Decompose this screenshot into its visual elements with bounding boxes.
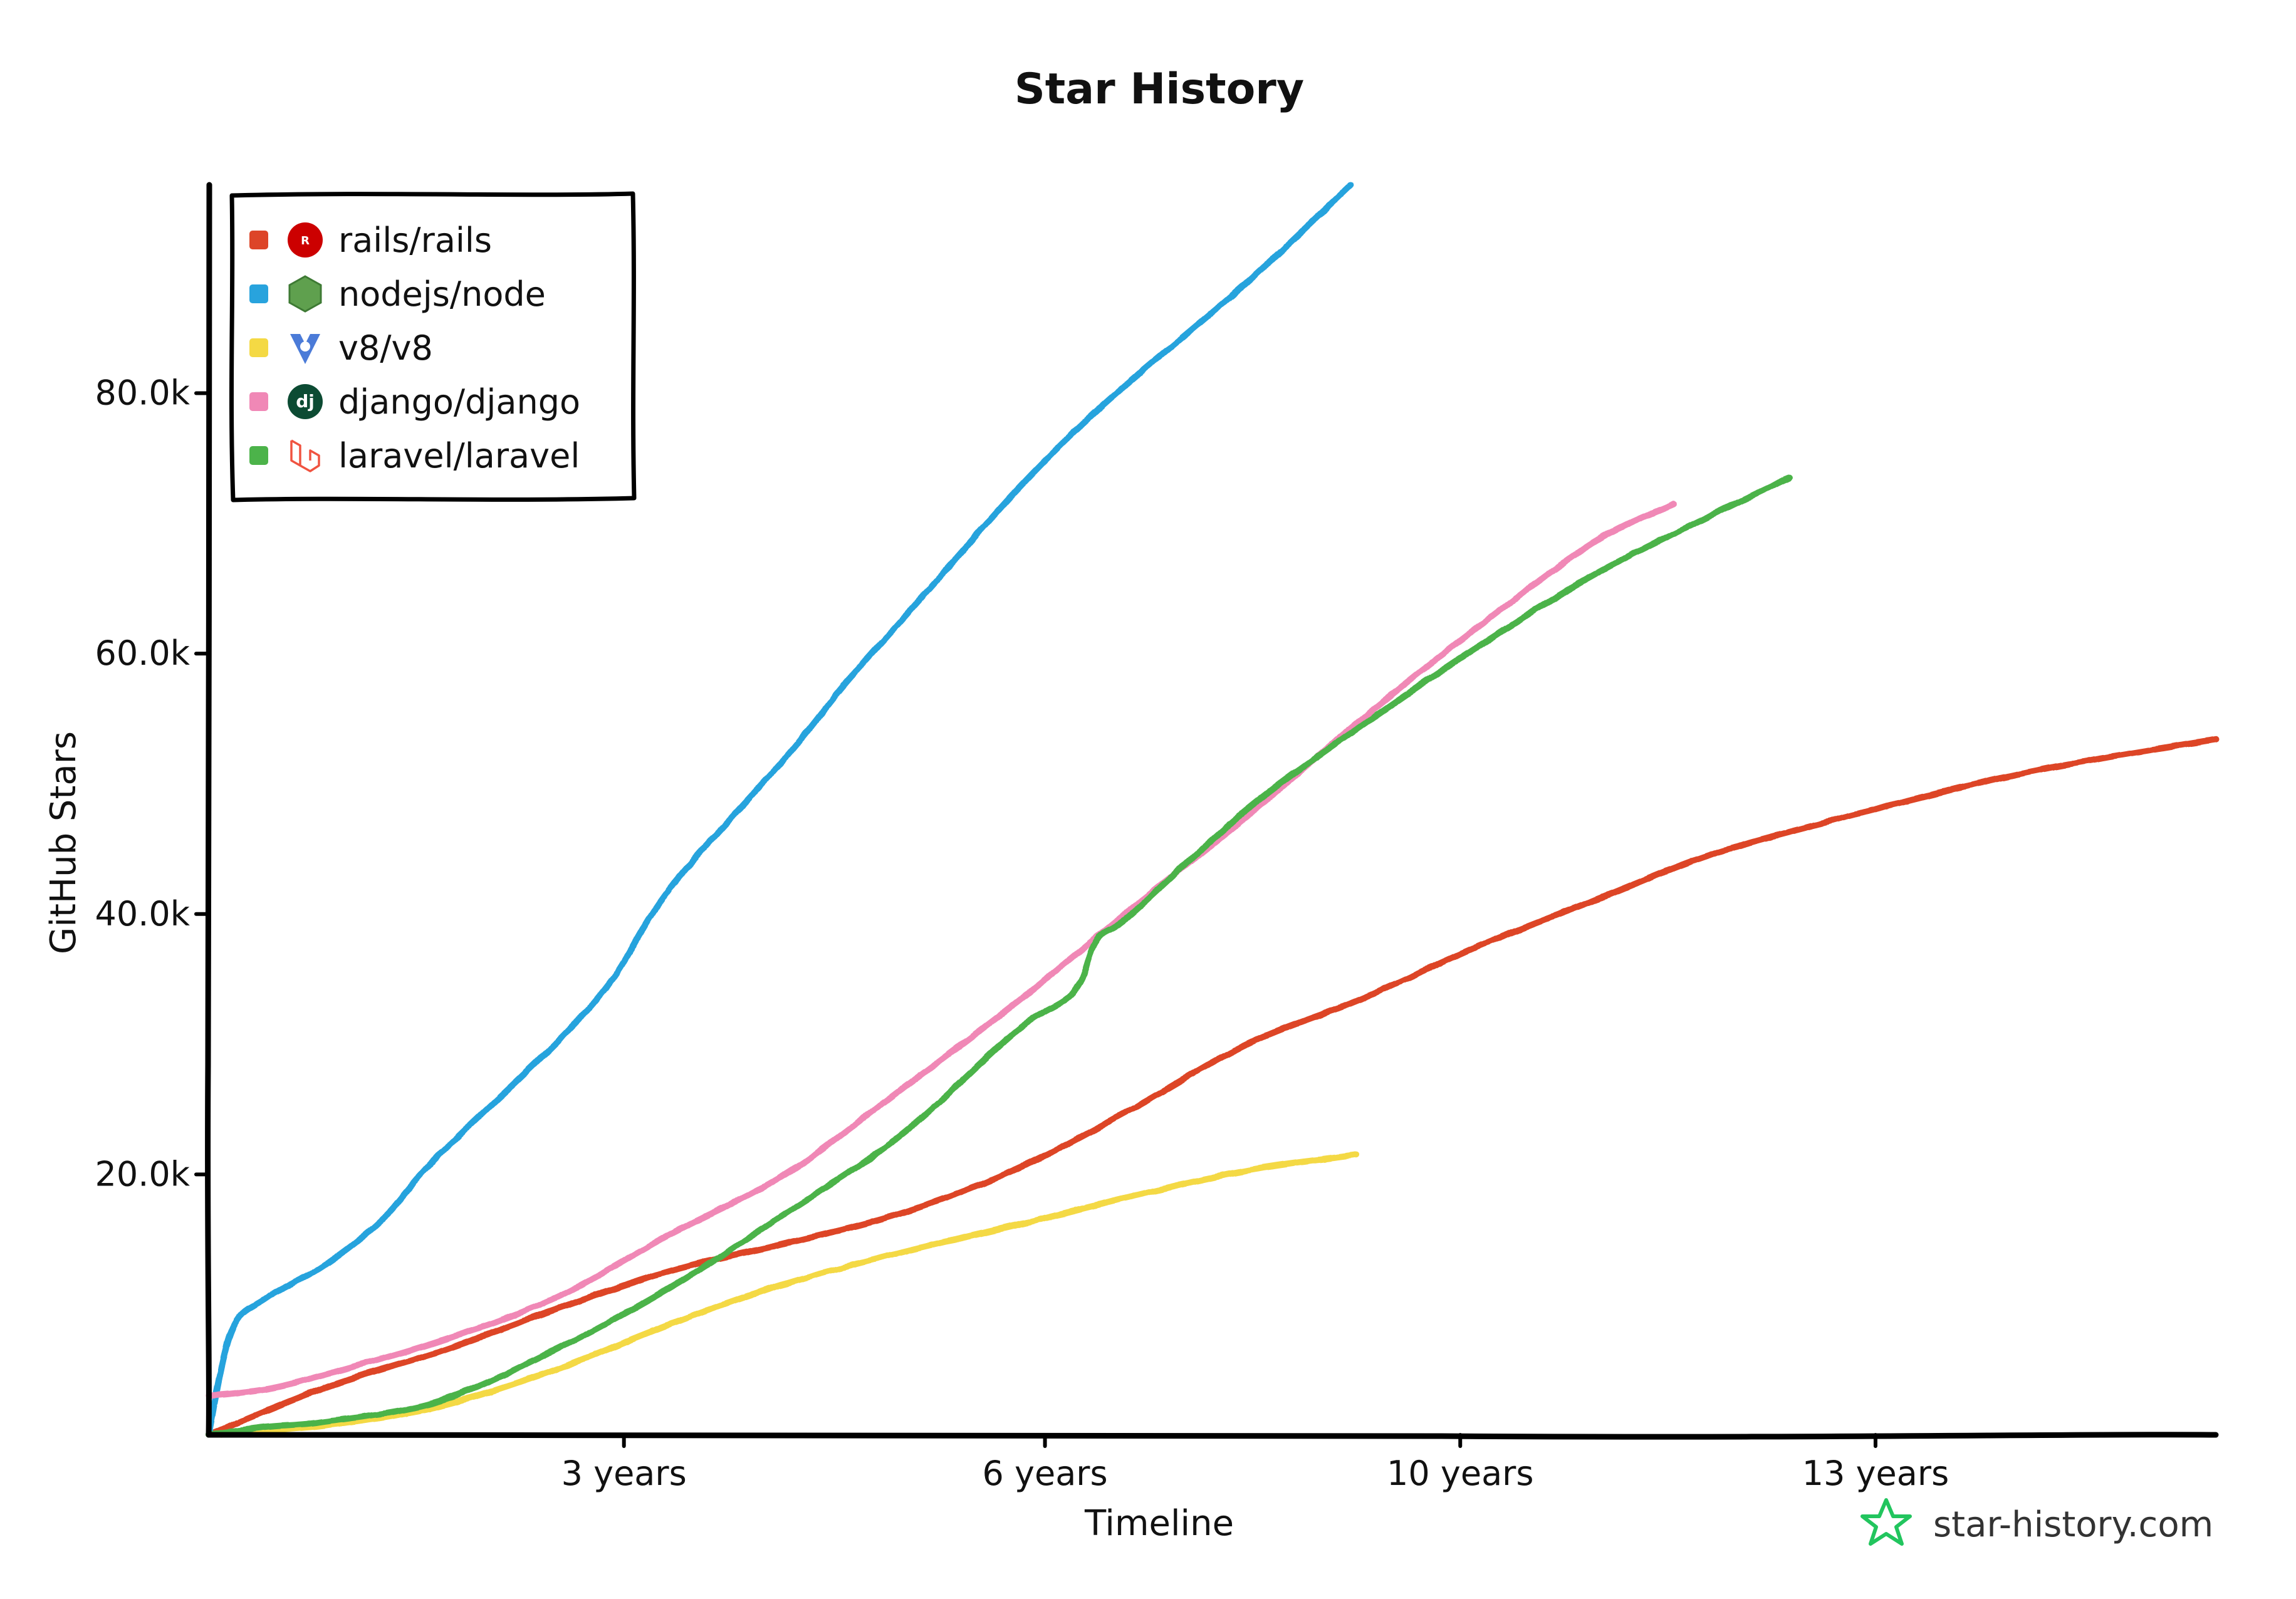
series-line-rails-rails bbox=[206, 736, 2219, 1438]
legend-swatch bbox=[249, 446, 268, 465]
brand-text: star-history.com bbox=[1933, 1504, 2213, 1545]
legend-swatch bbox=[249, 338, 268, 357]
star-history-logo-icon bbox=[1860, 1498, 1912, 1546]
x-axis-line bbox=[206, 1432, 2219, 1440]
x-tick-label-3: 13 years bbox=[1802, 1454, 1949, 1493]
brand-watermark: star-history.com bbox=[1860, 1498, 2213, 1546]
x-axis-label: Timeline bbox=[1084, 1503, 1234, 1544]
series-line-v8-v8 bbox=[206, 1152, 1360, 1438]
legend-box bbox=[229, 191, 637, 503]
y-tick-label-2: 60.0k bbox=[95, 633, 190, 673]
legend-swatch bbox=[249, 392, 268, 411]
legend-label: v8/v8 bbox=[338, 328, 433, 368]
y-axis-label: GitHub Stars bbox=[43, 731, 84, 954]
y-tick-label-3: 80.0k bbox=[95, 373, 190, 413]
rails-logo-icon: R bbox=[288, 222, 323, 258]
legend-item-nodejs-node: nodejs/node bbox=[249, 274, 546, 314]
series-line-django-django bbox=[206, 501, 1677, 1399]
ticks-layer: 20.0k 40.0k 60.0k 80.0k 3 years 6 years 10 yea… bbox=[95, 373, 1949, 1494]
laravel-logo-icon bbox=[290, 439, 320, 472]
v8-logo-icon bbox=[290, 334, 320, 364]
legend-item-django-django: dj django/django bbox=[249, 382, 580, 422]
series-line-laravel-laravel bbox=[206, 474, 1792, 1438]
y-axis-line bbox=[205, 182, 212, 1438]
legend-label: laravel/laravel bbox=[338, 436, 580, 476]
series-line-nodejs-node bbox=[206, 182, 1354, 1438]
legend-label: rails/rails bbox=[338, 221, 492, 260]
svg-text:R: R bbox=[301, 234, 310, 247]
y-tick-label-0: 20.0k bbox=[95, 1154, 190, 1194]
legend-item-v8-v8: v8/v8 bbox=[249, 328, 433, 368]
legend-label: nodejs/node bbox=[338, 274, 546, 314]
axes-layer bbox=[205, 182, 2219, 1440]
x-tick-label-1: 6 years bbox=[983, 1454, 1108, 1493]
legend-swatch bbox=[249, 284, 268, 303]
legend-item-laravel-laravel: laravel/laravel bbox=[249, 436, 580, 476]
svg-text:dj: dj bbox=[296, 391, 315, 412]
nodejs-logo-icon bbox=[288, 275, 322, 313]
legend-label: django/django bbox=[338, 382, 580, 422]
x-tick-label-2: 10 years bbox=[1387, 1454, 1533, 1493]
series-layer bbox=[206, 182, 2219, 1438]
django-logo-icon: dj bbox=[288, 384, 323, 419]
y-tick-label-1: 40.0k bbox=[95, 894, 190, 934]
legend-swatch bbox=[249, 231, 268, 249]
chart-title: Star History bbox=[1015, 65, 1304, 114]
x-tick-label-0: 3 years bbox=[561, 1454, 687, 1493]
